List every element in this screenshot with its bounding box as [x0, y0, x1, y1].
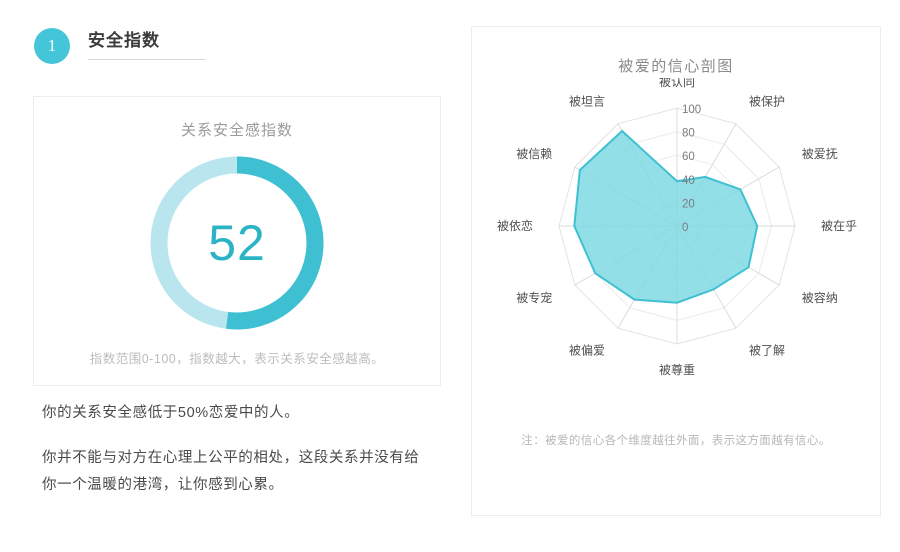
radar-axis-label-5: 被了解 [749, 344, 785, 358]
radar-axis-label-8: 被专宠 [516, 290, 552, 305]
right-column: 被爱的信心剖图 0 20 40 60 80 100 被认同 被保护 被爱抚 被在乎 被容纳 被了解被… [452, 0, 900, 552]
page-title: 安全指数 [88, 30, 160, 50]
gauge-chart: 52 [144, 150, 330, 336]
radar-card: 被爱的信心剖图 0 20 40 60 80 100 被认同 被保护 被爱抚 被在乎 被容纳 被了解被… [471, 26, 881, 516]
radar-tick-label: 40 [682, 175, 695, 187]
radar-axis-label-10: 被信赖 [516, 147, 552, 161]
radar-axis-label-9: 被依恋 [497, 218, 533, 233]
summary-paragraph-2: 你并不能与对方在心理上公平的相处，这段关系并没有给你一个温暖的港湾，让你感到心累… [42, 450, 420, 493]
radar-tick-label: 80 [682, 128, 695, 140]
section-title-wrap: 安全指数 [88, 30, 206, 63]
radar-axis-label-1: 被保护 [749, 94, 785, 108]
radar-axis-label-4: 被容纳 [802, 290, 838, 305]
summary-paragraphs: 你的关系安全感低于50%恋爱中的人。 你并不能与对方在心理上公平的相处，这段关系… [42, 400, 432, 499]
section-header: 1 安全指数 [34, 28, 206, 64]
radar-axis-label-11: 被坦言 [569, 94, 605, 108]
radar-tick-label: 60 [682, 151, 695, 163]
gauge-svg [150, 156, 324, 330]
radar-tick-labels: 0 20 40 60 80 100 [682, 104, 701, 234]
radar-chart: 0 20 40 60 80 100 被认同被保护被爱抚被在乎被容纳被了解被尊重 被偏爱 被专宠… [472, 75, 882, 428]
radar-note: 注：被爱的信心各个维度越往外面，表示这方面越有信心。 [521, 435, 831, 447]
radar-data-polygon [573, 129, 759, 304]
section-number-badge: 1 [34, 28, 70, 64]
radar-axis-label-0: 被认同 [659, 78, 695, 89]
gauge-card-title: 关系安全感指数 [180, 122, 293, 139]
radar-card-title: 被爱的信心剖图 [618, 58, 734, 75]
radar-tick-label: 100 [682, 104, 701, 116]
radar-axis-label-3: 被在乎 [821, 219, 857, 233]
gauge-note: 指数范围0-100，指数越大，表示关系安全感越高。 [89, 352, 385, 366]
radar-axis-label-7: 被偏爱 [569, 343, 605, 358]
radar-axis-label-2: 被爱抚 [802, 147, 838, 161]
radar-tick-label: 20 [682, 198, 695, 210]
gauge-value-arc [150, 156, 324, 330]
gauge-value-text: 52 [208, 215, 266, 271]
left-column: 1 安全指数 关系安全感指数 52 指数范围0-100，指数越大，表示关系安全感… [33, 28, 441, 499]
summary-paragraph-1: 你的关系安全感低于50%恋爱中的人。 [42, 405, 300, 421]
title-underline [88, 58, 206, 60]
gauge-card: 关系安全感指数 52 指数范围0-100，指数越大，表示关系安全感越高。 [33, 96, 441, 386]
radar-axis-label-6: 被尊重 [659, 362, 695, 377]
radar-tick-label: 0 [682, 222, 688, 234]
